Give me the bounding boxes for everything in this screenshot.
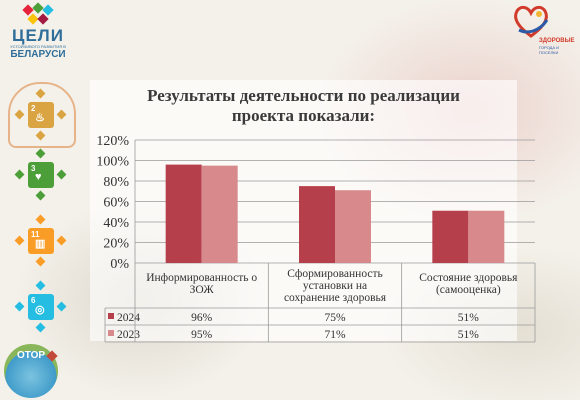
- logo-subtitle: УСТОЙЧИВОГО РАЗВИТИЯ В: [10, 44, 66, 49]
- chart-title-line: Результаты деятельности по реализации: [147, 86, 460, 105]
- heart-swoosh-icon: [514, 5, 549, 38]
- sdg-11-sustainable-cities-icon: 11 ▥: [12, 212, 70, 270]
- data-label: 96%: [191, 312, 213, 324]
- legend-swatch-2023: [108, 330, 114, 336]
- otor-badge-label: ОТОР: [16, 350, 46, 361]
- bar-2023: [335, 190, 371, 263]
- y-tick-label: 120%: [96, 134, 129, 149]
- y-tick-label: 20%: [103, 237, 129, 252]
- data-label: 75%: [324, 312, 346, 324]
- x-category-label: ЗОЖ: [190, 284, 215, 296]
- sdg-frame: [8, 82, 76, 148]
- data-label: 51%: [458, 312, 480, 324]
- bar-2024: [165, 164, 202, 263]
- bar-2023: [468, 210, 505, 263]
- healthy-cities-logo: ЗДОРОВЫЕ ГОРОДА И ПОСЕЛКИ: [495, 4, 575, 55]
- left-sidebar: ЦЕЛИ УСТОЙЧИВОГО РАЗВИТИЯ В БЕЛАРУСИ 2 ♨ …: [0, 0, 80, 400]
- logo-title: ЦЕЛИ: [12, 26, 64, 45]
- legend-swatch-2024: [108, 313, 114, 319]
- bar-2023: [201, 165, 238, 263]
- chart-title-line: проекта показали:: [231, 106, 376, 125]
- y-tick-label: 100%: [96, 155, 129, 170]
- sdg-2-zero-hunger-icon: 2 ♨: [12, 86, 70, 144]
- logo-country: БЕЛАРУСИ: [10, 49, 66, 60]
- sdg-3-good-health-icon: 3 ♥: [12, 146, 70, 204]
- data-label: 51%: [458, 329, 480, 341]
- legend-label: 2023: [117, 329, 140, 341]
- y-tick-label: 60%: [103, 196, 129, 211]
- sdg-6-clean-water-icon: 6 ◎: [12, 278, 70, 336]
- x-category-label: сохранение здоровья: [284, 292, 387, 304]
- healthy-cities-line1: ЗДОРОВЫЕ: [539, 38, 575, 44]
- y-tick-label: 0%: [110, 257, 129, 272]
- chart-title: Результаты деятельности по реализации пр…: [90, 86, 517, 126]
- legend-label: 2024: [117, 312, 140, 324]
- data-label: 71%: [324, 329, 346, 341]
- sdg-belarus-logo: ЦЕЛИ УСТОЙЧИВОГО РАЗВИТИЯ В БЕЛАРУСИ: [6, 2, 70, 60]
- y-tick-label: 40%: [103, 216, 129, 231]
- x-category-label: Информированность о: [146, 272, 257, 284]
- bar-2024: [299, 186, 335, 263]
- x-category-label: (самооценка): [436, 284, 501, 296]
- x-category-label: Сформированность: [287, 268, 382, 280]
- bar-2024: [432, 210, 469, 263]
- x-category-label: Состояние здоровья: [419, 272, 518, 284]
- healthy-cities-line2: ГОРОДА И ПОСЕЛКИ: [539, 45, 560, 55]
- data-label: 95%: [191, 329, 213, 341]
- y-tick-label: 80%: [103, 175, 129, 190]
- x-category-label: установки на: [303, 280, 367, 292]
